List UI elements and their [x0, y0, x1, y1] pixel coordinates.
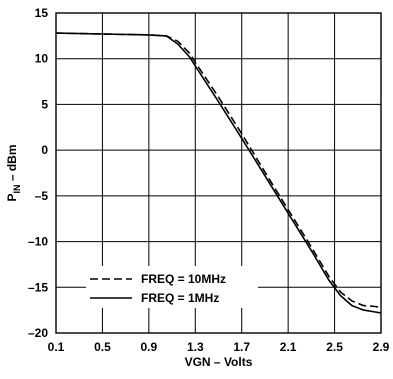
x-tick-label: 0.1 [48, 340, 65, 354]
x-tick-label: 2.9 [373, 340, 390, 354]
series-line-1mhz [55, 32, 382, 314]
x-axis-label: VGN – Volts [185, 355, 253, 369]
x-tick-label: 0.5 [94, 340, 111, 354]
legend-background [86, 266, 258, 308]
y-tick-label: –5 [35, 189, 49, 203]
y-tick-label: 0 [41, 143, 48, 157]
series-group [55, 32, 382, 314]
y-tick-label: –20 [28, 326, 48, 340]
x-tick-label: 0.9 [141, 340, 158, 354]
y-axis-label-main: P [5, 194, 19, 202]
legend: FREQ = 10MHz FREQ = 1MHz [86, 266, 258, 308]
y-tick-labels: 15 10 5 0 –5 –10 –15 –20 [28, 6, 48, 340]
series-line-10mhz [55, 32, 382, 309]
x-tick-label: 2.1 [280, 340, 297, 354]
x-tick-label: 2.5 [326, 340, 343, 354]
y-tick-label: 5 [41, 97, 48, 111]
y-tick-label: 15 [35, 6, 49, 20]
x-tick-label: 1.7 [233, 340, 250, 354]
y-tick-label: –15 [28, 280, 48, 294]
plot-frame [55, 12, 382, 334]
x-tick-labels: 0.1 0.5 0.9 1.3 1.7 2.1 2.5 2.9 [48, 340, 390, 354]
legend-label-1mhz: FREQ = 1MHz [141, 291, 219, 305]
y-axis-label-rest: – dBm [5, 144, 19, 184]
y-axis-label: PIN – dBm [5, 144, 22, 201]
y-tick-label: –10 [28, 235, 48, 249]
x-tick-label: 1.3 [187, 340, 204, 354]
legend-label-10mhz: FREQ = 10MHz [141, 272, 226, 286]
y-axis-label-subscript: IN [12, 185, 22, 194]
y-tick-label: 10 [35, 52, 49, 66]
